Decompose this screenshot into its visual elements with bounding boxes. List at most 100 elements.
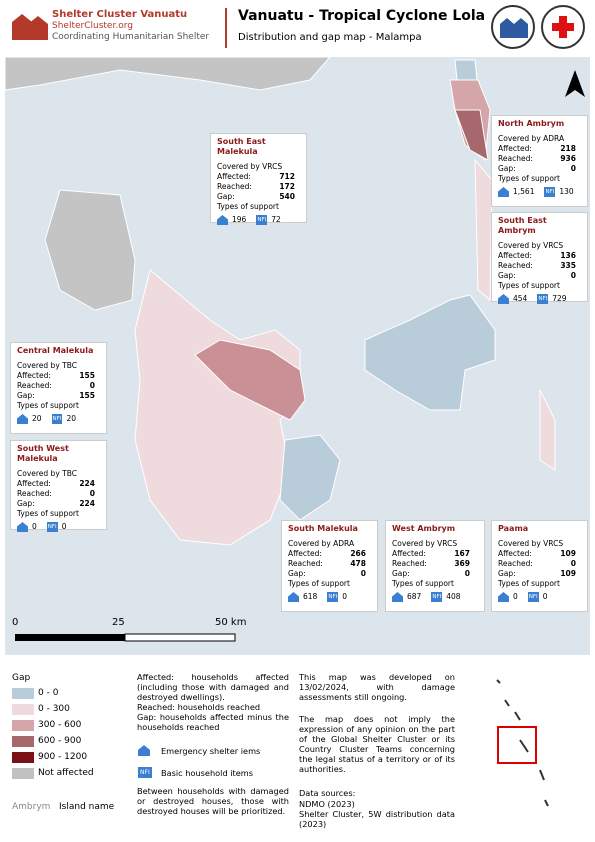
stat-label: Reached: bbox=[217, 182, 252, 191]
legend-label: 600 - 900 bbox=[38, 736, 82, 746]
stat-row: Gap: 155 bbox=[17, 391, 100, 401]
covered-by: Covered by VRCS bbox=[217, 162, 283, 171]
stat-label: Affected: bbox=[392, 549, 426, 558]
shelter-value: 1,561 bbox=[513, 187, 535, 196]
support-label: Types of support bbox=[498, 579, 560, 588]
legend-shelter-icon bbox=[138, 745, 150, 756]
stat-value: 266 bbox=[350, 549, 366, 558]
emergency-label: Emergency shelter iems bbox=[161, 746, 261, 756]
legend-label: Not affected bbox=[38, 768, 94, 778]
covered-by: Covered by ADRA bbox=[288, 539, 355, 548]
stat-value: 0 bbox=[360, 569, 366, 578]
legend-label: 0 - 0 bbox=[38, 688, 59, 698]
stat-value: 224 bbox=[79, 499, 95, 508]
stat-value: 540 bbox=[279, 192, 295, 201]
legend-label: 300 - 600 bbox=[38, 720, 82, 730]
stat-row: Reached: 335 bbox=[498, 261, 581, 271]
shelter-icon bbox=[498, 294, 509, 304]
shelter-icon bbox=[17, 522, 28, 532]
support-label: Types of support bbox=[288, 579, 350, 588]
definition: Between households with damaged or destr… bbox=[137, 786, 289, 816]
area-name: South Malekula bbox=[288, 524, 358, 533]
stat-value: 109 bbox=[560, 549, 576, 558]
legend-title: Gap bbox=[12, 673, 31, 683]
stat-value: 155 bbox=[79, 371, 95, 380]
covered-by: Covered by VRCS bbox=[392, 539, 458, 548]
stat-row: Affected: 712 bbox=[217, 172, 300, 182]
stat-label: Reached: bbox=[17, 489, 52, 498]
stat-label: Affected: bbox=[217, 172, 251, 181]
legend-swatch bbox=[12, 752, 34, 763]
definition: Reached: households reached bbox=[137, 702, 261, 712]
nfi-value: 20 bbox=[66, 414, 76, 423]
nfi-value: 0 bbox=[542, 592, 548, 601]
support-row: 687 NFI 408 bbox=[392, 592, 478, 602]
website: ShelterCluster.org bbox=[52, 21, 133, 31]
stat-row: Affected: 136 bbox=[498, 251, 581, 261]
stat-value: 0 bbox=[464, 569, 470, 578]
stat-row: Affected: 155 bbox=[17, 371, 100, 381]
stat-row: Gap: 224 bbox=[17, 499, 100, 509]
stat-value: 155 bbox=[79, 391, 95, 400]
stat-label: Reached: bbox=[288, 559, 323, 568]
area-box: South West Malekula Covered by TBC Affecte… bbox=[10, 440, 107, 532]
support-row: 196 NFI 72 bbox=[217, 215, 300, 225]
stat-label: Affected: bbox=[17, 479, 51, 488]
legend-label: 900 - 1200 bbox=[38, 752, 88, 762]
support-row: 618 NFI 0 bbox=[288, 592, 371, 602]
stat-label: Reached: bbox=[498, 154, 533, 163]
stat-label: Gap: bbox=[217, 192, 235, 201]
note: NDMO (2023) bbox=[299, 799, 355, 809]
stat-label: Affected: bbox=[288, 549, 322, 558]
covered-by: Covered by VRCS bbox=[498, 539, 564, 548]
tagline: Coordinating Humanitarian Shelter bbox=[52, 32, 210, 42]
shelter-icon bbox=[498, 592, 509, 602]
nfi-icon: NFI bbox=[544, 187, 556, 197]
stat-row: Gap: 0 bbox=[288, 569, 371, 579]
legend-swatch bbox=[12, 688, 34, 699]
stat-label: Affected: bbox=[498, 549, 532, 558]
shelter-value: 20 bbox=[32, 414, 42, 423]
covered-by: Covered by VRCS bbox=[498, 241, 564, 250]
area-name: West Ambrym bbox=[392, 524, 456, 533]
stat-value: 224 bbox=[79, 479, 95, 488]
stat-row: Gap: 109 bbox=[498, 569, 581, 579]
stat-value: 369 bbox=[454, 559, 470, 568]
area-name: South East Malekula bbox=[217, 137, 266, 156]
stat-row: Affected: 224 bbox=[17, 479, 100, 489]
stat-label: Affected: bbox=[17, 371, 51, 380]
nfi-icon: NFI bbox=[51, 414, 63, 424]
legend-island-label: Island name bbox=[59, 802, 115, 812]
stat-label: Affected: bbox=[498, 144, 532, 153]
nfi-icon: NFI bbox=[256, 215, 268, 225]
nfi-value: 0 bbox=[61, 522, 67, 531]
stat-value: 0 bbox=[89, 381, 95, 390]
stat-row: Affected: 167 bbox=[392, 549, 478, 559]
legend-swatch bbox=[12, 704, 34, 715]
area-box: South East Ambrym Covered by VRCS Affected… bbox=[491, 212, 588, 304]
support-label: Types of support bbox=[217, 202, 279, 211]
stat-label: Gap: bbox=[392, 569, 410, 578]
covered-by: Covered by ADRA bbox=[498, 134, 565, 143]
stat-row: Gap: 0 bbox=[498, 164, 581, 174]
stat-label: Reached: bbox=[498, 261, 533, 270]
scale-label: 0 bbox=[12, 617, 19, 628]
area-name: Paama bbox=[498, 524, 529, 533]
area-name: Central Malekula bbox=[17, 346, 94, 355]
logo bbox=[10, 10, 48, 44]
stat-label: Gap: bbox=[498, 569, 516, 578]
note: Shelter Cluster, 5W distribution data (2… bbox=[299, 809, 455, 829]
shelter-icon bbox=[17, 414, 28, 424]
org-name: Shelter Cluster Vanuatu bbox=[52, 9, 188, 20]
stat-value: 0 bbox=[570, 164, 576, 173]
note: This map was developed on 13/02/2024, wi… bbox=[299, 672, 455, 702]
shelter-value: 687 bbox=[407, 592, 422, 601]
support-label: Types of support bbox=[17, 401, 79, 410]
legend-swatch bbox=[12, 768, 34, 779]
support-label: Types of support bbox=[17, 509, 79, 518]
nfi-icon: NFI bbox=[46, 522, 58, 532]
stat-label: Reached: bbox=[498, 559, 533, 568]
stat-value: 0 bbox=[570, 271, 576, 280]
nfi-value: 72 bbox=[271, 215, 281, 224]
area-name: South West Malekula bbox=[17, 444, 69, 463]
